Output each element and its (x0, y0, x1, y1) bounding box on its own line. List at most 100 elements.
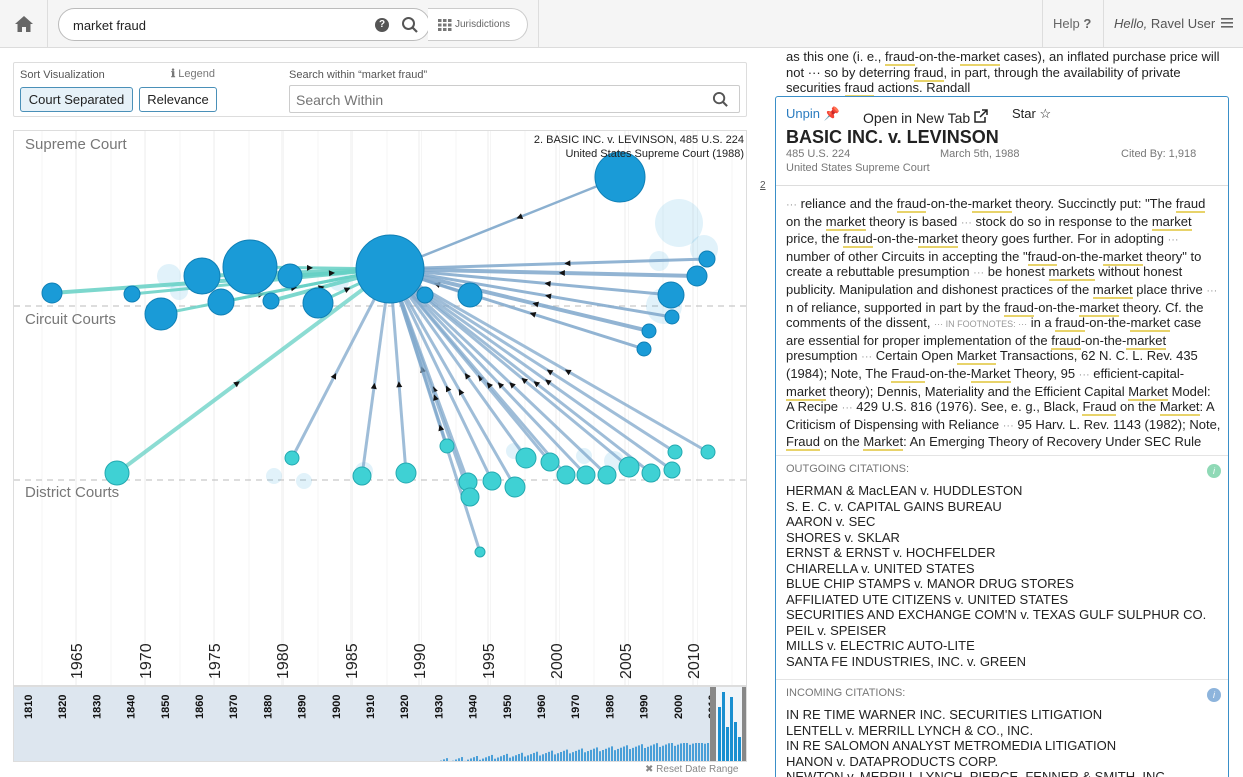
case-node-district[interactable] (641, 463, 661, 483)
case-node-circuit[interactable] (183, 257, 221, 295)
search-within-icon[interactable] (712, 91, 729, 108)
case-node-district[interactable] (395, 462, 417, 484)
case-node-district[interactable] (540, 452, 560, 472)
text-run: on the (819, 434, 864, 450)
highlighted-term: market (1130, 315, 1171, 333)
citation-link[interactable]: PEIL v. SPEISER (786, 622, 887, 638)
case-node-circuit[interactable] (457, 282, 483, 308)
citation-graph-canvas[interactable]: Supreme Court Circuit Courts District Co… (14, 131, 747, 686)
case-node-circuit[interactable] (144, 297, 178, 331)
selected-case-node[interactable] (355, 234, 425, 304)
case-node-district[interactable] (474, 546, 486, 558)
citation-link[interactable]: LENTELL v. MERRILL LYNCH & CO., INC. (786, 722, 1034, 738)
search-within-label: Search within “market fraud” (289, 69, 428, 81)
citation-link[interactable]: MILLS v. ELECTRIC AUTO-LITE (786, 638, 975, 653)
outgoing-info-icon[interactable]: i (1207, 464, 1221, 478)
range-handle[interactable] (742, 687, 747, 762)
text-run: Transactions, 62 N. C. L. Rev. 435 (1984… (786, 348, 1198, 381)
search-within-input[interactable] (296, 91, 696, 109)
case-node-district[interactable] (460, 487, 480, 507)
case-node-circuit[interactable] (207, 288, 235, 316)
citation-link[interactable]: HANON v. DATAPRODUCTS CORP. (786, 753, 999, 769)
citation-graph[interactable]: Supreme Court Circuit Courts District Co… (13, 130, 747, 686)
case-node-district[interactable] (284, 450, 300, 466)
search-input[interactable] (73, 16, 363, 34)
home-button[interactable] (0, 0, 48, 47)
case-node-district[interactable] (556, 465, 576, 485)
timeline-canvas[interactable]: 1810 1820 1830 1840 1850 1860 1870 1880 1890 1900… (14, 687, 747, 762)
search-help-icon[interactable]: ? (375, 18, 389, 32)
case-node-district[interactable] (352, 466, 372, 486)
reset-date-range-button[interactable]: ✖ Reset Date Range (645, 764, 738, 775)
citation-link[interactable]: CHIARELLA v. UNITED STATES (786, 560, 975, 576)
search-icon[interactable] (401, 16, 419, 34)
case-node-circuit[interactable] (641, 323, 657, 339)
case-node-circuit[interactable] (123, 285, 141, 303)
jurisdictions-button[interactable]: Jurisdictions (428, 8, 528, 41)
case-node-circuit[interactable] (302, 287, 334, 319)
text-run: -on-the- (914, 49, 961, 64)
incoming-info-icon[interactable]: i (1207, 688, 1221, 702)
case-node-circuit[interactable] (41, 282, 63, 304)
citation-link[interactable]: S. E. C. v. CAPITAL GAINS BUREAU (786, 498, 1002, 514)
case-node-district[interactable] (618, 456, 640, 478)
citation-link[interactable]: NEWTON v. MERRILL LYNCH, PIERCE, FENNER … (786, 769, 1169, 777)
citation-edge (388, 268, 528, 459)
legend-link[interactable]: ℹ Legend (171, 67, 215, 80)
timeline-year-label: 1980 (604, 695, 616, 719)
case-node-circuit[interactable] (636, 341, 652, 357)
citation-link[interactable]: IN RE SALOMON ANALYST METROMEDIA LITIGAT… (786, 738, 1117, 753)
citation-link[interactable]: BLUE CHIP STAMPS v. MANOR DRUG STORES (786, 576, 1074, 591)
case-node-district[interactable] (504, 476, 526, 498)
sort-label: Sort Visualization (20, 69, 105, 81)
case-node-circuit[interactable] (698, 250, 716, 268)
range-handle[interactable] (710, 687, 716, 762)
case-node-circuit[interactable] (657, 281, 685, 309)
citation-link[interactable]: SANTA FE INDUSTRIES, INC. v. GREEN (786, 653, 1027, 669)
timeline-bar (659, 746, 661, 761)
text-run: 95 Harv. L. Rev. 1143 (1982); Note, (1013, 416, 1221, 432)
hamburger-menu-icon (1220, 18, 1233, 28)
case-node-district[interactable] (597, 465, 617, 485)
case-node-circuit[interactable] (222, 239, 278, 295)
highlighted-term: Fraud (786, 434, 820, 452)
date-range-timeline[interactable]: 1810 1820 1830 1840 1850 1860 1870 1880 1890 1900… (13, 686, 747, 762)
user-menu[interactable]: Hello, Ravel User (1114, 16, 1233, 31)
case-node-district[interactable] (104, 460, 130, 486)
case-node-circuit[interactable] (277, 263, 303, 289)
citation-link[interactable]: ERNST & ERNST v. HOCHFELDER (786, 545, 996, 560)
citation-link[interactable]: SHORES v. SKLAR (786, 529, 900, 545)
citation-link[interactable]: AARON v. SEC (786, 514, 876, 529)
case-node-district[interactable] (515, 447, 537, 469)
open-new-tab-button[interactable]: Open in New Tab (863, 109, 988, 126)
star-button[interactable]: Star ☆ (1012, 106, 1051, 122)
case-node-supreme[interactable] (594, 151, 646, 203)
citation-link[interactable]: HERMAN & MacLEAN v. HUDDLESTON (786, 483, 1023, 498)
case-node-circuit[interactable] (686, 265, 708, 287)
timeline-bar (614, 750, 616, 761)
outgoing-citations-list: HERMAN & MacLEAN v. HUDDLESTON S. E. C. v… (786, 483, 1226, 669)
case-node-district[interactable] (663, 461, 681, 479)
relevance-button[interactable]: Relevance (139, 87, 217, 112)
citation-link[interactable]: AFFILIATED UTE CITIZENS v. UNITED STATES (786, 591, 1069, 607)
visualization-panel: Sort Visualization ℹ Legend Court Separa… (0, 48, 766, 777)
case-node-district[interactable] (667, 444, 683, 460)
case-node-circuit[interactable] (416, 286, 434, 304)
year-tick-label: 1975 (207, 643, 224, 679)
edge-arrow-icon (545, 293, 552, 300)
timeline-year-label: 1950 (502, 695, 514, 719)
unpin-button[interactable]: Unpin 📌 (786, 106, 840, 122)
case-node-district[interactable] (439, 438, 455, 454)
citation-link[interactable]: IN RE TIME WARNER INC. SECURITIES LITIGA… (786, 707, 1103, 722)
citation-edge (290, 268, 392, 459)
citation-link[interactable]: SECURITIES AND EXCHANGE COM'N v. TEXAS G… (786, 607, 1207, 622)
help-link[interactable]: Help ? (1053, 16, 1091, 31)
highlighted-term: fraud (1051, 332, 1081, 350)
court-separated-button[interactable]: Court Separated (20, 87, 133, 112)
case-node-circuit[interactable] (262, 292, 280, 310)
case-node-circuit[interactable] (664, 309, 680, 325)
case-node-district[interactable] (700, 444, 716, 460)
case-node-district[interactable] (482, 471, 502, 491)
case-node-district[interactable] (576, 465, 596, 485)
timeline-bar (470, 758, 472, 761)
